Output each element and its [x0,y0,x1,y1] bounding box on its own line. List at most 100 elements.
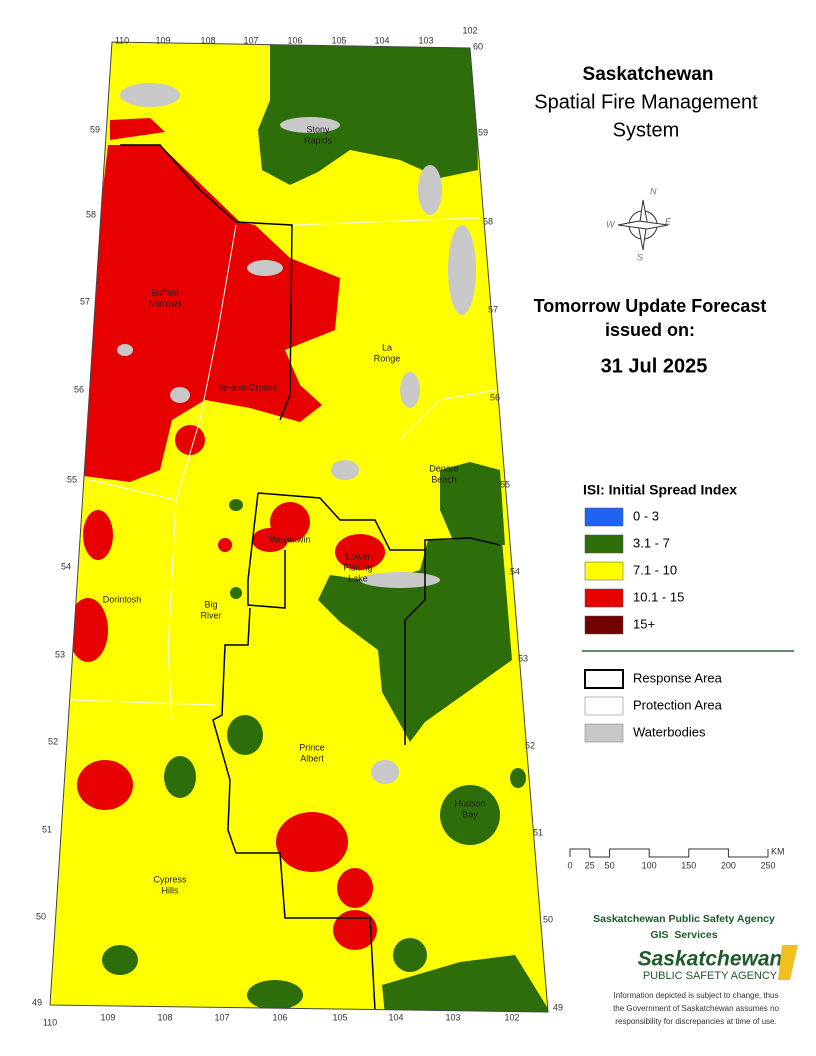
compass [617,199,669,251]
zone-low [229,499,243,511]
scale-label: 0 [567,860,572,870]
longitude-label: 109 [100,1012,115,1022]
zone-high [337,868,373,908]
place-label: Lake [348,573,368,583]
place-label: Hudson [454,798,485,808]
title: Saskatchewan [583,64,714,85]
latitude-label: 52 [525,740,535,750]
scale-label: 100 [642,860,657,870]
low-areas [102,499,526,1010]
longitude-label: 110 [43,1017,57,1027]
zone-high [110,118,165,140]
scale-line [569,848,769,858]
zone-high [333,910,377,950]
latitude-label: 54 [510,566,520,576]
zone-high [83,510,113,560]
place-label: Ile-a-la-Crosse [218,382,277,392]
latitude-label: 50 [36,911,46,921]
longitude-label: 105 [331,35,346,45]
longitude-label: 102 [504,1012,519,1022]
place-label: Big [204,599,217,609]
zone-high [335,534,385,570]
latitude-label: 54 [61,561,71,571]
key-label: Response Area [633,670,723,685]
zone-high [175,425,205,455]
latitude-label: 52 [48,736,58,746]
lake [418,165,442,215]
latitude-label: 55 [67,474,77,484]
lake [280,117,340,133]
longitude-label: 107 [243,35,258,45]
forecast-heading: Tomorrow Update Forecast [534,296,767,316]
lake [331,460,359,480]
key-label: Protection Area [633,697,723,712]
agency-name: Saskatchewan Public Safety Agency [593,913,775,925]
province-outline [49,41,549,1013]
place-label: Narrows [148,298,182,308]
boundary-line [257,492,501,551]
scale-label: 50 [605,860,615,870]
compass-letter: E [665,216,672,226]
key-swatch [584,696,624,716]
place-label: Hills [162,885,179,895]
zone-high [84,145,340,482]
zone-high [68,598,108,662]
lake [360,572,440,588]
scale-bar: 0 25 50 100 150 200 250 KM [567,846,784,870]
place-label: Dorintosh [103,594,142,604]
compass-letter: N [650,186,657,196]
forecast-date: 31 Jul 2025 [601,355,708,377]
key-label: Waterbodies [633,724,706,739]
zone-high [77,760,133,810]
lake [170,387,190,403]
legend-swatch [584,507,624,527]
zone-low [382,955,548,1012]
legend-label: 0 - 3 [633,508,659,523]
place-label: Bay [462,809,478,819]
boundary-line [167,224,237,721]
place-label: Lower [346,551,371,561]
logo-mark [778,945,798,980]
latitude-label: 56 [490,392,500,402]
boundary-key: Response Area Protection Area Waterbodies [584,669,723,743]
zone-low [230,587,242,599]
zone-low [247,980,303,1010]
agency-unit: GIS Services [650,929,717,941]
latitude-label: 56 [74,384,84,394]
longitude-label: 107 [214,1012,229,1022]
zone-low [440,462,505,545]
latitude-label: 51 [42,824,52,834]
response-area-lines [120,144,501,1011]
place-label: Stony [306,124,330,134]
longitude-label: 108 [157,1012,172,1022]
subtitle: System [613,119,680,141]
place-label: Weyakwin [270,534,311,544]
legend-title: ISI: Initial Spread Index [583,482,737,498]
longitude-label: 106 [272,1012,287,1022]
place-label: La [382,342,392,352]
scale-label: 150 [681,860,696,870]
latitude-label: 53 [518,653,528,663]
boundary-line [89,479,176,501]
longitude-label: 104 [388,1012,403,1022]
zone-high [218,538,232,552]
protection-area-lines [69,217,496,721]
legend: 0 - 3 3.1 - 7 7.1 - 10 10.1 - 15 15+ [584,507,684,635]
scale-label: 250 [760,860,775,870]
boundary-line [69,699,216,706]
zone-low [227,715,263,755]
latitude-label: 49 [553,1002,563,1012]
forecast-heading: issued on: [605,320,695,340]
compass-letter: S [637,252,643,262]
fire-areas [68,425,385,950]
latitude-label: 55 [500,479,510,489]
legend-swatch [584,588,624,608]
latitude-label: 57 [488,304,498,314]
place-label: River [200,610,221,620]
zone-high [276,812,348,872]
latitude-label: 50 [543,914,553,924]
boundary-line [404,550,426,745]
longitude-label: 103 [445,1012,460,1022]
place-label: Buffalo [151,287,179,297]
place-label: Denare [429,463,459,473]
